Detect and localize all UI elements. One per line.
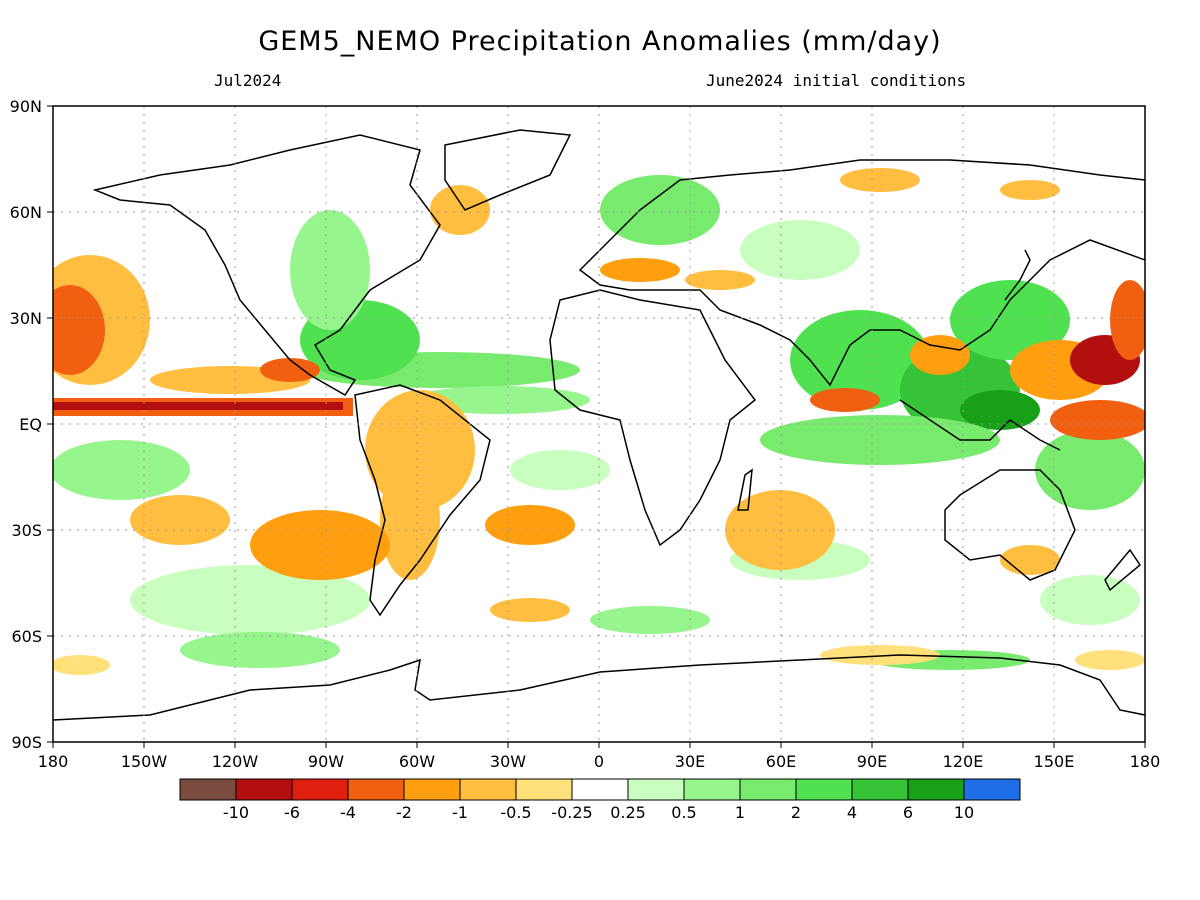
colorbar-swatch bbox=[795, 778, 853, 801]
colorbar-swatch bbox=[179, 778, 237, 801]
colorbar-swatch bbox=[347, 778, 405, 801]
lon-label: 90E bbox=[857, 752, 887, 771]
axis-ticks bbox=[47, 105, 1146, 748]
colorbar-tick-label: 10 bbox=[954, 803, 974, 822]
lat-label: 30S bbox=[11, 521, 42, 540]
lat-label: 90N bbox=[10, 97, 42, 116]
lon-label: 0 bbox=[594, 752, 604, 771]
lon-label: 120W bbox=[212, 752, 259, 771]
map-title: GEM5_NEMO Precipitation Anomalies (mm/da… bbox=[258, 26, 942, 57]
greenland-outline bbox=[444, 129, 572, 211]
north-america-outline bbox=[92, 134, 441, 396]
colorbar-swatch bbox=[907, 778, 965, 801]
colorbar-tick-label: -0.25 bbox=[551, 803, 592, 822]
lat-label: 30N bbox=[10, 309, 42, 328]
colorbar-labels: -10 -6 -4 -2 -1 -0.5 -0.25 0.25 0.5 1 2 4 6 10 bbox=[223, 803, 974, 822]
lon-label: 30E bbox=[675, 752, 705, 771]
colorbar-tick-label: 4 bbox=[847, 803, 857, 822]
lon-label: 150W bbox=[121, 752, 168, 771]
indonesia-outline bbox=[899, 399, 1061, 451]
lon-label: 180 bbox=[38, 752, 69, 771]
eurasia-outline bbox=[578, 159, 1145, 387]
lon-label: 180 bbox=[1130, 752, 1161, 771]
longitude-labels: 180 150W 120W 90W 60W 30W 0 30E 60E 90E … bbox=[38, 752, 1161, 771]
colorbar-tick-label: 2 bbox=[791, 803, 801, 822]
colorbar-tick-label: 0.25 bbox=[610, 803, 646, 822]
lat-label: EQ bbox=[19, 415, 42, 434]
colorbar-tick-label: -4 bbox=[340, 803, 356, 822]
lon-label: 60E bbox=[766, 752, 796, 771]
lon-label: 90W bbox=[308, 752, 344, 771]
colorbar-tick-label: -6 bbox=[284, 803, 300, 822]
colorbar-tick-label: -2 bbox=[396, 803, 412, 822]
madagascar-outline bbox=[737, 468, 753, 511]
lon-label: 150E bbox=[1034, 752, 1075, 771]
init-conditions-label: June2024 initial conditions bbox=[706, 71, 967, 90]
colorbar bbox=[179, 778, 1021, 801]
africa-outline bbox=[549, 289, 757, 547]
lon-label: 30W bbox=[490, 752, 526, 771]
colorbar-tick-label: 1 bbox=[735, 803, 745, 822]
colorbar-swatch bbox=[963, 778, 1021, 801]
colorbar-swatch bbox=[291, 778, 349, 801]
colorbar-tick-label: -1 bbox=[452, 803, 468, 822]
colorbar-tick-label: 6 bbox=[903, 803, 913, 822]
colorbar-swatch bbox=[571, 778, 629, 801]
lat-label: 60S bbox=[11, 627, 42, 646]
colorbar-swatch bbox=[515, 778, 573, 801]
colorbar-tick-label: -10 bbox=[223, 803, 249, 822]
colorbar-tick-label: -0.5 bbox=[500, 803, 531, 822]
lat-label: 60N bbox=[10, 203, 42, 222]
anomaly-field bbox=[53, 106, 1145, 742]
latitude-labels: 90N 60N 30N EQ 30S 60S 90S bbox=[10, 97, 42, 752]
graticule bbox=[53, 106, 1145, 742]
new-zealand-outline bbox=[1104, 548, 1141, 592]
south-america-outline bbox=[354, 384, 491, 617]
lon-label: 60W bbox=[399, 752, 435, 771]
colorbar-swatch bbox=[235, 778, 293, 801]
colorbar-swatch bbox=[403, 778, 461, 801]
australia-outline bbox=[944, 469, 1076, 581]
colorbar-swatch bbox=[459, 778, 517, 801]
colorbar-swatch bbox=[851, 778, 909, 801]
dry-anomalies bbox=[53, 168, 1145, 675]
colorbar-swatch bbox=[627, 778, 685, 801]
colorbar-tick-label: 0.5 bbox=[671, 803, 696, 822]
wet-anomalies bbox=[53, 175, 1145, 670]
valid-month-label: Jul2024 bbox=[214, 71, 282, 90]
antarctica-outline bbox=[53, 654, 1145, 721]
lon-label: 120E bbox=[943, 752, 984, 771]
lat-label: 90S bbox=[11, 733, 42, 752]
colorbar-swatch bbox=[739, 778, 797, 801]
colorbar-swatch bbox=[683, 778, 741, 801]
japan-outline bbox=[1004, 249, 1031, 301]
